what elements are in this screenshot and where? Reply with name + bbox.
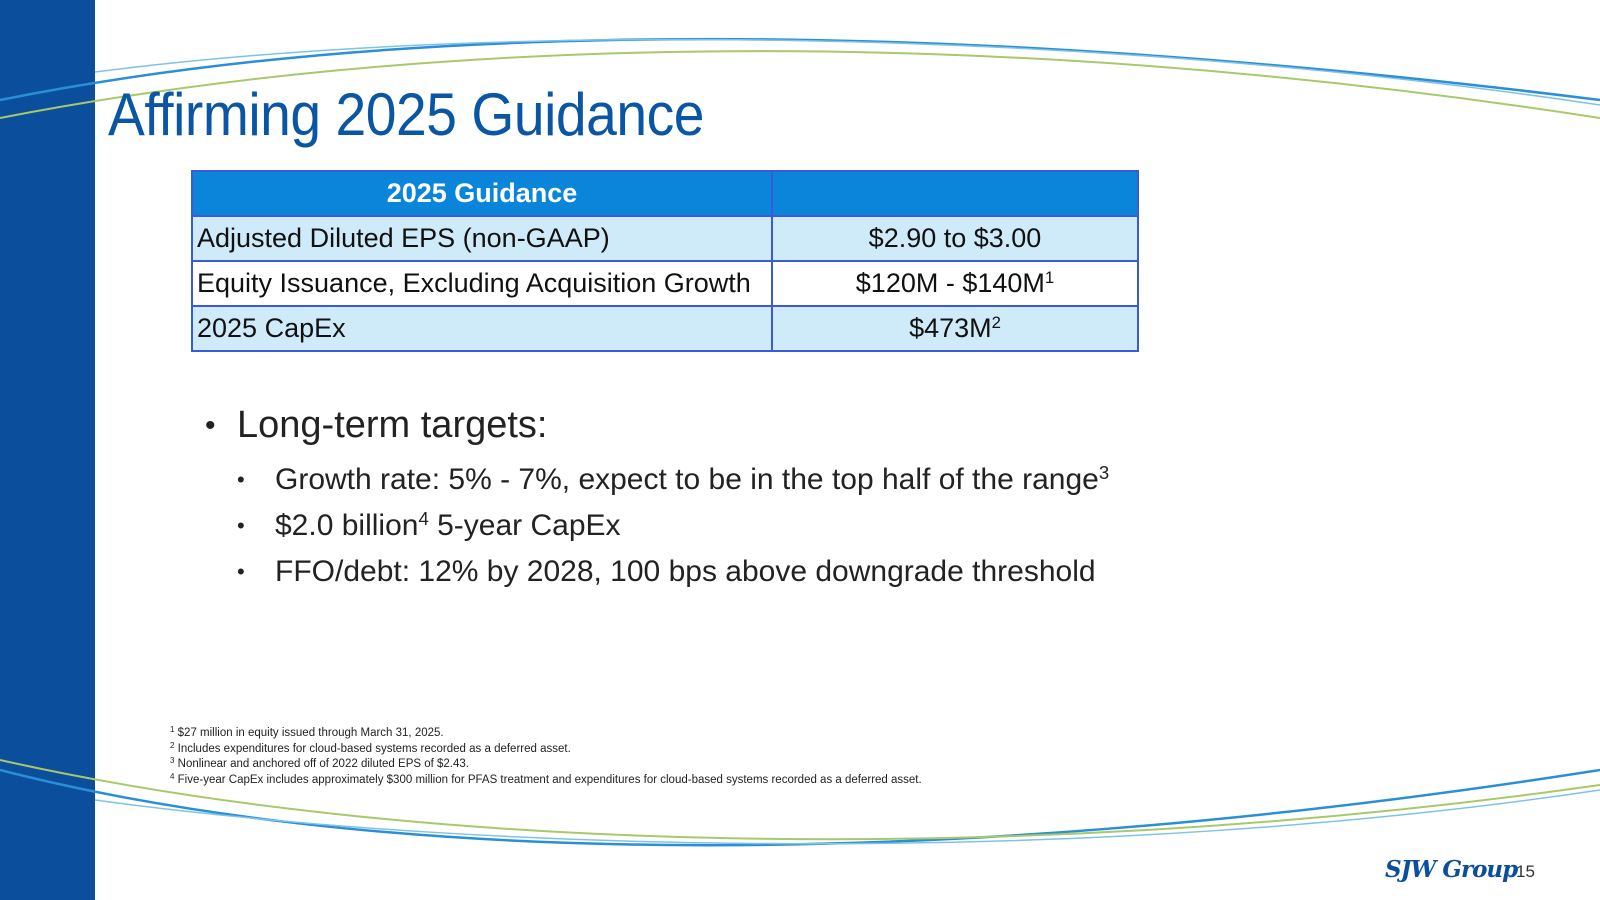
table-header-row: 2025 Guidance (191, 170, 1139, 217)
footnote-text: Five-year CapEx includes approximately $… (177, 773, 922, 786)
list-item-text: FFO/debt: 12% by 2028, 100 bps above dow… (275, 555, 1096, 589)
targets-heading-text: Long-term targets: (237, 404, 548, 446)
footnote-text: Nonlinear and anchored off of 2022 dilut… (177, 758, 469, 770)
table-row: 2025 CapEx $473M2 (191, 305, 1139, 352)
footnote-number: 4 (170, 771, 175, 781)
table-row: Equity Issuance, Excluding Acquisition G… (191, 260, 1139, 307)
list-item-text: $2.0 billion4 5-year CapEx (275, 509, 621, 543)
page-number: 15 (1516, 862, 1535, 881)
top-swoosh-green (0, 50, 1600, 119)
footnotes: 1 $27 million in equity issued through M… (170, 726, 922, 788)
bottom-swoosh-blue (0, 768, 1600, 847)
guidance-table: 2025 Guidance Adjusted Diluted EPS (non-… (191, 170, 1139, 352)
item-text: $2.0 billion (275, 509, 419, 542)
side-bar (0, 0, 95, 900)
list-item: • Growth rate: 5% - 7%, expect to be in … (237, 457, 1109, 503)
list-item: • FFO/debt: 12% by 2028, 100 bps above d… (237, 549, 1109, 595)
row-value: $120M - $140M1 (771, 260, 1139, 307)
row-value-note: 1 (1044, 267, 1055, 287)
row-value-text: $473M (909, 313, 992, 343)
long-term-targets: • Long-term targets: • Growth rate: 5% -… (205, 404, 1109, 595)
top-swoosh-light (94, 38, 1600, 106)
item-tail: 5-year CapEx (428, 509, 621, 542)
row-value: $473M2 (771, 305, 1139, 352)
row-value-note: 2 (991, 312, 1001, 332)
bottom-swoosh-light (94, 789, 1600, 845)
targets-heading: • Long-term targets: (205, 404, 1109, 447)
row-metric: 2025 CapEx (191, 305, 773, 352)
table-header-value (771, 170, 1139, 217)
footnote-text: Includes expenditures for cloud-based sy… (177, 742, 571, 755)
footnote-number: 1 (170, 725, 175, 734)
footnote: 2 Includes expenditures for cloud-based … (170, 740, 922, 758)
row-value-text: $2.90 to $3.00 (868, 223, 1042, 253)
footnote-number: 3 (170, 756, 175, 765)
item-text: Growth rate: 5% - 7%, expect to be in th… (275, 463, 1099, 496)
row-metric: Equity Issuance, Excluding Acquisition G… (191, 260, 773, 307)
page-title: Affirming 2025 Guidance (108, 81, 704, 148)
footnote-text: $27 million in equity issued through Mar… (177, 727, 444, 739)
bullet-icon: • (237, 559, 245, 584)
table-row: Adjusted Diluted EPS (non-GAAP) $2.90 to… (191, 215, 1139, 262)
footnote: 1 $27 million in equity issued through M… (170, 726, 922, 742)
bullet-icon: • (237, 467, 245, 492)
item-note: 3 (1098, 461, 1110, 483)
row-value: $2.90 to $3.00 (771, 215, 1139, 262)
footnote: 3 Nonlinear and anchored off of 2022 dil… (170, 757, 922, 773)
bullet-icon: • (237, 513, 245, 538)
bullet-icon: • (205, 408, 216, 442)
row-metric: Adjusted Diluted EPS (non-GAAP) (191, 215, 773, 262)
footnote: 4 Five-year CapEx includes approximately… (170, 771, 922, 789)
table-header-label: 2025 Guidance (191, 170, 773, 217)
company-logo: SJW Group (1385, 856, 1518, 883)
item-note: 4 (418, 507, 429, 529)
row-value-text: $120M - $140M (855, 268, 1045, 298)
footnote-number: 2 (170, 740, 175, 750)
bottom-swoosh-green (0, 759, 1600, 841)
item-text: FFO/debt: 12% by 2028, 100 bps above dow… (275, 555, 1096, 588)
list-item-text: Growth rate: 5% - 7%, expect to be in th… (275, 463, 1109, 497)
list-item: • $2.0 billion4 5-year CapEx (237, 503, 1109, 549)
